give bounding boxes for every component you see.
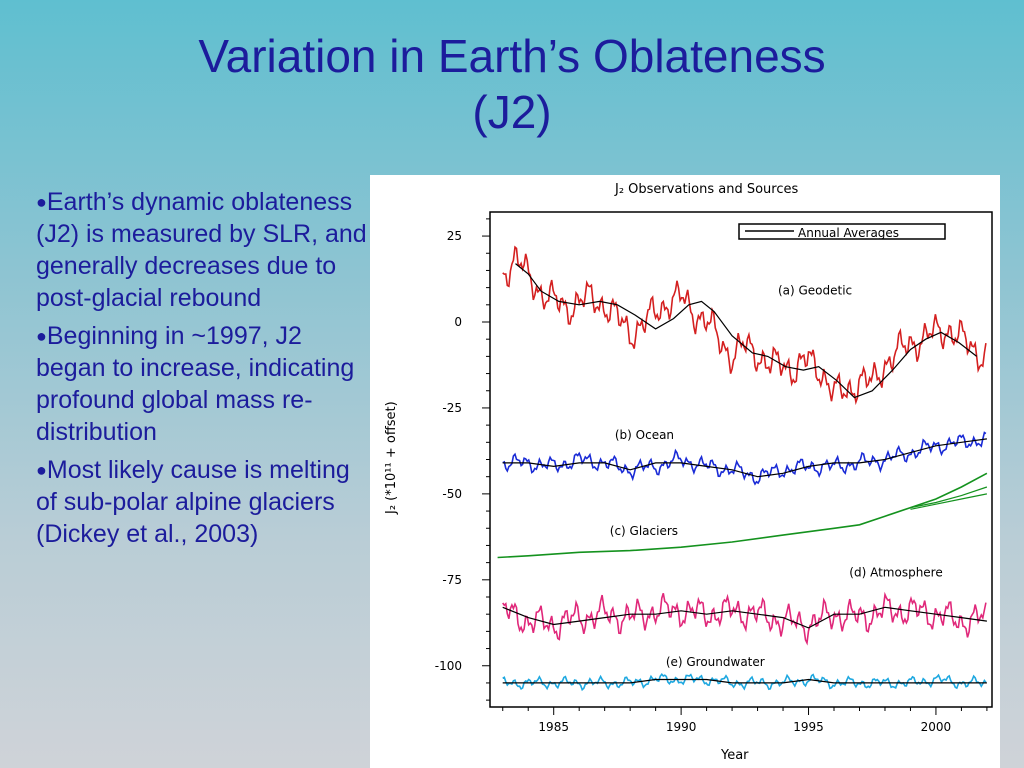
x-tick-label: 1985 xyxy=(538,720,569,734)
plot-frame xyxy=(489,211,993,708)
axes: 25 0 -25 -50 -75 -100 1985 1990 1995 2000 xyxy=(435,218,988,734)
legend: Annual Averages xyxy=(738,223,946,240)
x-axis-label: Year xyxy=(720,748,749,763)
x-tick-label: 1995 xyxy=(793,720,824,734)
y-tick-label: -100 xyxy=(435,659,462,673)
bullet-text: Beginning in ~1997, J2 began to increase… xyxy=(36,322,355,446)
series-group: (a) Geodetic (b) Ocean (c) Glaciers (d) Atm… xyxy=(497,245,988,692)
series-line xyxy=(502,591,987,646)
slide-title: Variation in Earth’s Oblateness (J2) xyxy=(0,28,1024,140)
j2-chart: J₂ Observations and Sources Year 25 0 -25 -… xyxy=(435,182,993,763)
chart-panel: J₂ Observations and Sources Year 25 0 -25 -… xyxy=(370,175,1000,768)
slide-title-line-1: Variation in Earth’s Oblateness xyxy=(198,30,826,82)
annual-average-line xyxy=(502,606,987,629)
y-axis-label-svg: J₂ (*10¹¹ + offset) xyxy=(384,401,399,515)
annual-average-line xyxy=(502,438,987,478)
series-ocean: (b) Ocean xyxy=(502,428,987,486)
bullet-item: ●Beginning in ~1997, J2 began to increas… xyxy=(36,320,371,448)
y-axis-label-box: J₂ (*10¹¹ + offset) xyxy=(370,388,406,518)
series-label: (c) Glaciers xyxy=(610,524,678,538)
y-tick-label: 25 xyxy=(447,229,462,243)
bullet-text: Most likely cause is melting of sub-pola… xyxy=(36,456,350,548)
y-tick-label: -75 xyxy=(442,573,462,587)
legend-box xyxy=(738,223,946,240)
series-groundwater: (e) Groundwater xyxy=(502,655,987,692)
series-label: (e) Groundwater xyxy=(666,655,765,669)
series-label: (b) Ocean xyxy=(615,428,674,442)
legend-label: Annual Averages xyxy=(798,226,899,240)
y-tick-label: -50 xyxy=(442,487,462,501)
bullet-dot-icon: ● xyxy=(36,192,47,212)
bullet-text: Earth’s dynamic oblateness (J2) is measu… xyxy=(36,188,367,312)
annual-average-line xyxy=(502,678,987,684)
bullet-dot-icon: ● xyxy=(36,326,47,346)
y-tick-label: 0 xyxy=(454,315,462,329)
series-branch-line xyxy=(910,486,988,509)
annual-average-line xyxy=(515,263,978,399)
series-line xyxy=(502,673,987,692)
series-geodetic: (a) Geodetic xyxy=(502,245,987,406)
x-tick-label: 2000 xyxy=(921,720,952,734)
bullet-item: ●Earth’s dynamic oblateness (J2) is meas… xyxy=(36,186,371,314)
series-line xyxy=(497,472,988,559)
series-line xyxy=(502,431,987,486)
series-label: (a) Geodetic xyxy=(778,284,852,298)
chart-title: J₂ Observations and Sources xyxy=(614,182,798,197)
bullet-dot-icon: ● xyxy=(36,460,47,480)
series-glaciers: (c) Glaciers xyxy=(497,472,988,559)
bullet-list: ●Earth’s dynamic oblateness (J2) is meas… xyxy=(36,186,371,556)
bullet-item: ●Most likely cause is melting of sub-pol… xyxy=(36,454,371,550)
series-line xyxy=(502,245,987,406)
y-tick-label: -25 xyxy=(442,401,462,415)
y-axis-label: J₂ (*10¹¹ + offset) xyxy=(384,401,399,515)
slide-title-line-2: (J2) xyxy=(472,86,552,138)
x-tick-label: 1990 xyxy=(666,720,697,734)
series-label: (d) Atmosphere xyxy=(849,565,942,579)
series-atmosphere: (d) Atmosphere xyxy=(502,565,987,646)
series-branch-line xyxy=(910,493,988,510)
